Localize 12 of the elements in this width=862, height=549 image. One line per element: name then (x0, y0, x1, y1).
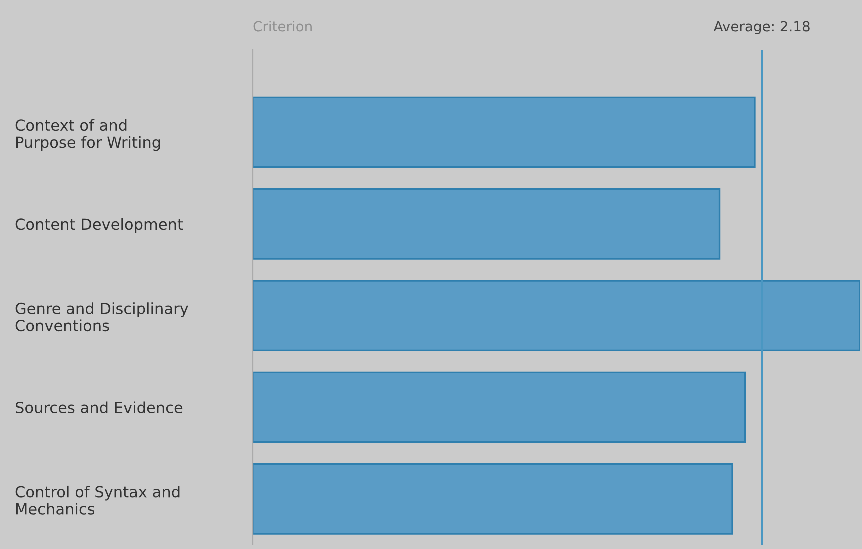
bar (253, 280, 860, 352)
y-tick-label: Genre and Disciplinary Conventions (16, 302, 188, 332)
bar (253, 96, 756, 168)
chart-title: Criterion (254, 21, 312, 32)
bar (253, 188, 721, 260)
text: Average: 2.18 (714, 21, 810, 34)
bar (253, 464, 734, 535)
y-tick-label: Control of Syntax and Mechanics (16, 486, 180, 515)
y-tick-label: Sources and Evidence (16, 402, 183, 414)
y-tick-label: Content Development (16, 218, 184, 234)
bar (253, 372, 746, 444)
y-tick-label: Context of and Purpose for Writing (16, 119, 160, 152)
